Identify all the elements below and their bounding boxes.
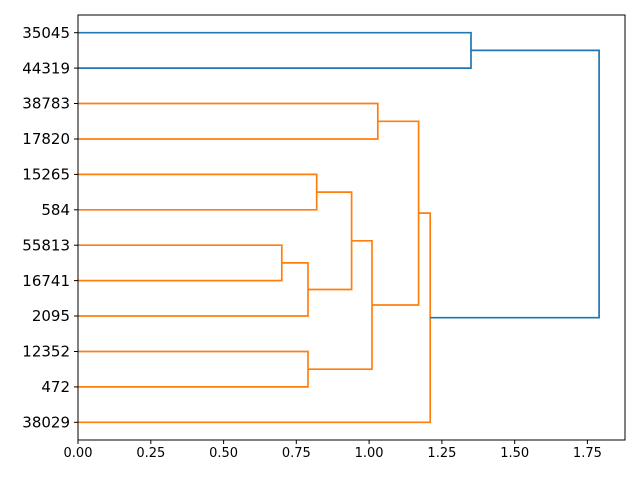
- leaf-label: 35045: [22, 24, 70, 42]
- x-tick-label: 0.75: [282, 446, 311, 461]
- x-tick-label: 0.25: [136, 446, 165, 461]
- x-tick-label: 1.75: [573, 446, 602, 461]
- leaf-label: 584: [41, 201, 70, 219]
- leaf-label: 44319: [22, 59, 70, 77]
- leaf-label: 17820: [22, 130, 70, 148]
- x-tick-label: 0.00: [64, 446, 93, 461]
- x-tick-label: 0.50: [209, 446, 238, 461]
- leaf-label: 38029: [22, 414, 70, 432]
- leaf-label: 16741: [22, 272, 70, 290]
- leaf-label: 12352: [22, 343, 70, 361]
- x-tick-label: 1.25: [427, 446, 456, 461]
- x-tick-label: 1.00: [355, 446, 384, 461]
- dendrogram-link: [430, 49, 600, 319]
- leaf-label: 15265: [22, 166, 70, 184]
- leaf-label: 38783: [22, 95, 70, 113]
- leaf-label: 472: [41, 378, 70, 396]
- leaf-label: 55813: [22, 236, 70, 254]
- leaf-label: 2095: [32, 307, 70, 325]
- x-tick-label: 1.50: [500, 446, 529, 461]
- plot-border: [77, 14, 626, 441]
